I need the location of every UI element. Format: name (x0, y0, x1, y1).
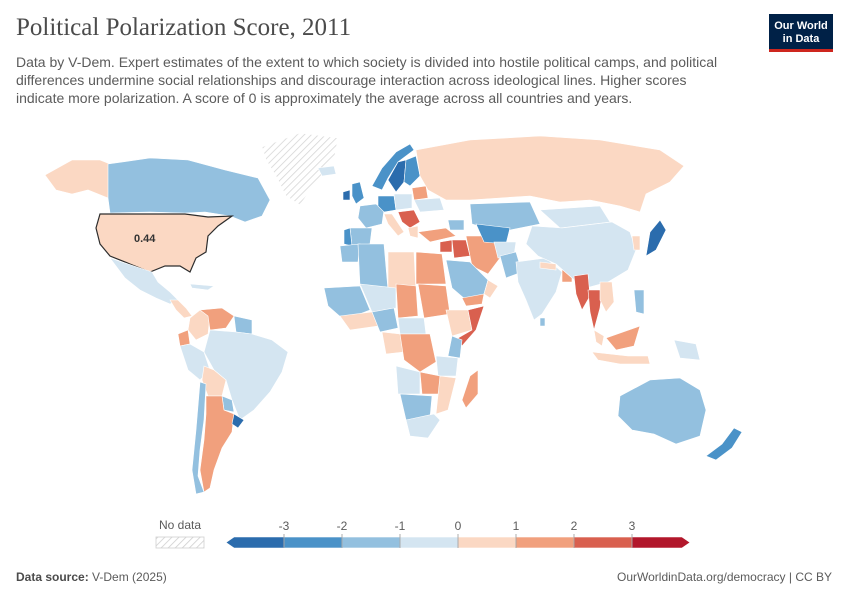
country-australia[interactable] (617, 377, 707, 445)
legend-tick-label: -3 (279, 519, 290, 533)
region-guianas[interactable] (233, 315, 253, 335)
legend-bin-0[interactable] (225, 536, 285, 549)
legend-tick-label: 0 (455, 519, 462, 533)
owid-logo[interactable]: Our World in Data (769, 14, 833, 52)
legend-tick-label: -1 (395, 519, 406, 533)
legend-tick-label: 3 (629, 519, 636, 533)
country-new-zealand[interactable] (705, 427, 743, 461)
country-japan[interactable] (645, 219, 667, 257)
legend-no-data-swatch (155, 536, 205, 549)
country-uruguay[interactable] (231, 413, 245, 429)
country-somalia[interactable] (457, 305, 485, 347)
country-turkey[interactable] (417, 227, 457, 243)
country-zambia-malawi[interactable] (419, 371, 441, 395)
country-algeria[interactable] (357, 243, 389, 291)
country-sudan[interactable] (417, 283, 451, 319)
country-egypt[interactable] (415, 251, 447, 285)
country-papua-new-guinea[interactable] (673, 339, 701, 361)
country-norway[interactable] (371, 143, 415, 191)
country-poland[interactable] (393, 193, 413, 211)
country-nigeria[interactable] (371, 307, 399, 333)
country-kenya[interactable] (447, 335, 463, 359)
license-text: | CC BY (788, 570, 832, 584)
region-balkans[interactable] (397, 209, 421, 229)
country-venezuela[interactable] (199, 307, 235, 331)
country-drc[interactable] (399, 333, 437, 373)
country-ecuador[interactable] (177, 329, 191, 347)
country-syria[interactable] (439, 239, 453, 253)
country-india[interactable] (515, 257, 563, 321)
legend-no-data-label: No data (159, 518, 202, 532)
legend-tick-label: 2 (571, 519, 578, 533)
country-yemen[interactable] (461, 293, 485, 307)
country-spain[interactable] (349, 227, 373, 247)
country-ireland[interactable] (342, 189, 351, 201)
country-korea[interactable] (631, 235, 641, 251)
chart-subtitle: Data by V-Dem. Expert estimates of the e… (16, 54, 718, 106)
country-sri-lanka[interactable] (539, 317, 546, 327)
region-caucasus[interactable] (447, 219, 465, 231)
legend-bin-7[interactable] (631, 536, 691, 549)
legend-bin-2[interactable] (341, 536, 401, 549)
country-united-states[interactable] (95, 213, 234, 273)
footer-source: Data source: V-Dem (2025) (16, 570, 167, 584)
country-mali-niger[interactable] (359, 283, 397, 313)
country-belarus[interactable] (411, 185, 429, 201)
country-angola[interactable] (395, 365, 421, 395)
country-ukraine[interactable] (413, 197, 445, 213)
legend-bin-3[interactable] (399, 536, 459, 549)
country-france[interactable] (357, 203, 385, 229)
country-south-africa[interactable] (405, 413, 441, 439)
owid-topic-link[interactable]: OurWorldinData.org/democracy (617, 570, 786, 584)
country-italy[interactable] (383, 213, 405, 237)
legend-bin-5[interactable] (515, 536, 575, 549)
logo-line-1: Our World (774, 20, 828, 32)
country-indonesia[interactable] (605, 325, 641, 351)
country-philippines[interactable] (633, 289, 645, 315)
country-finland[interactable] (403, 155, 421, 187)
region-central-america[interactable] (169, 299, 193, 319)
logo-line-2: in Data (782, 33, 820, 45)
color-legend[interactable]: -3 -2 -1 0 1 2 3 (150, 516, 710, 556)
chart-title: Political Polarization Score, 2011 (16, 14, 352, 41)
country-tanzania[interactable] (435, 355, 459, 377)
country-malaysia[interactable] (593, 329, 605, 347)
country-greece[interactable] (407, 225, 419, 239)
country-canada[interactable] (107, 157, 271, 223)
country-greenland[interactable] (261, 132, 339, 206)
country-russia[interactable] (415, 135, 685, 213)
country-mozambique[interactable] (435, 375, 457, 415)
us-value-label: 0.44 (134, 233, 156, 245)
country-chile[interactable] (191, 381, 207, 495)
country-madagascar[interactable] (461, 369, 479, 409)
data-source-label: Data source: (16, 570, 89, 584)
footer-link: OurWorldinData.org/democracy | CC BY (617, 570, 832, 584)
legend-bin-4[interactable] (457, 536, 517, 549)
country-germany[interactable] (377, 195, 397, 213)
country-myanmar[interactable] (573, 273, 591, 311)
country-united-kingdom[interactable] (351, 181, 365, 205)
country-morocco[interactable] (339, 243, 361, 263)
legend-bin-1[interactable] (283, 536, 343, 549)
legend-tick-label: 1 (513, 519, 520, 533)
country-kazakhstan[interactable] (469, 201, 541, 233)
country-argentina[interactable] (199, 395, 235, 493)
country-cuba[interactable] (189, 283, 215, 291)
world-map[interactable]: 0.44 (0, 120, 850, 510)
country-chad[interactable] (395, 283, 419, 319)
country-iceland[interactable] (317, 165, 337, 177)
country-nepal[interactable] (539, 261, 557, 271)
country-oman[interactable] (483, 279, 499, 299)
data-source-value: V-Dem (2025) (92, 570, 167, 584)
legend-bin-6[interactable] (573, 536, 633, 549)
country-alaska[interactable] (44, 159, 111, 199)
country-car[interactable] (397, 317, 427, 335)
country-vietnam-laos[interactable] (599, 281, 615, 313)
country-thailand[interactable] (587, 289, 603, 331)
country-indonesia-west[interactable] (591, 351, 651, 365)
legend-tick-label: -2 (337, 519, 348, 533)
